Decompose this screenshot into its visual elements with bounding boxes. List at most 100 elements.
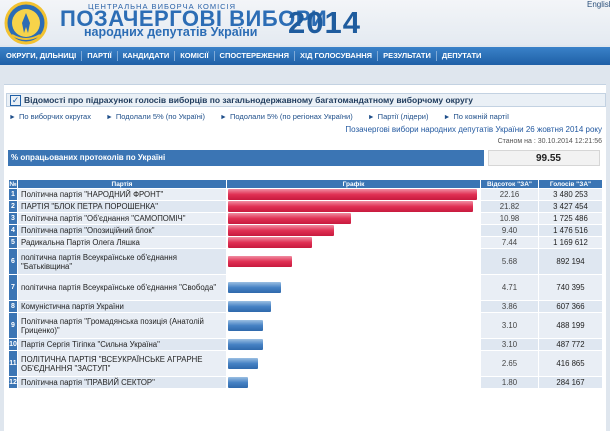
bar-cell [226, 212, 481, 225]
subnav-over-5-regions[interactable]: ► Подолали 5% (по регіонах України) [220, 112, 353, 122]
subnav-label: Подолали 5% (по регіонах України) [229, 112, 353, 121]
party-name: Політична партія "ПРАВИЙ СЕКТОР" [17, 376, 227, 389]
bar-cell [226, 338, 481, 351]
row-number: 1 [8, 188, 18, 201]
col-header-percent: Відсоток "ЗА" [480, 179, 539, 189]
language-link[interactable]: English [587, 0, 610, 9]
party-name: політична партія Всеукраїнське об'єднанн… [17, 248, 227, 275]
percent-value: 3.86 [480, 300, 539, 313]
cvk-label: ЦЕНТРАЛЬНА ВИБОРЧА КОМІСІЯ [88, 2, 237, 11]
table-row[interactable]: 9 Політична партія "Громадянська позиція … [8, 312, 603, 339]
row-number: 3 [8, 212, 18, 225]
processed-value: 99.55 [488, 150, 600, 166]
cvk-emblem-icon[interactable] [2, 1, 50, 45]
percent-value: 22.16 [480, 188, 539, 201]
bar-cell [226, 312, 481, 339]
row-number: 5 [8, 236, 18, 249]
subnav-label: По кожній партії [453, 112, 510, 121]
arrow-icon: ► [9, 114, 16, 121]
nav-item-commissions[interactable]: КОМІСІЇ [175, 51, 215, 61]
votes-value: 416 865 [538, 350, 603, 377]
table-row[interactable]: 1 Політична партія "НАРОДНИЙ ФРОНТ" 22.16 3… [8, 188, 603, 201]
table-row[interactable]: 10 Партія Сергія Тігіпка "Сильна Україна"… [8, 338, 603, 351]
row-number: 12 [8, 376, 18, 389]
party-name: Політична партія "Громадянська позиція (… [17, 312, 227, 339]
page-title: ПОЗАЧЕРГОВІ ВИБОРИ [60, 6, 328, 31]
percent-value: 2.65 [480, 350, 539, 377]
updated-timestamp: Станом на : 30.10.2014 12:21:56 [497, 138, 602, 145]
vote-bar [228, 358, 258, 369]
votes-value: 1 725 486 [538, 212, 603, 225]
nav-item-districts[interactable]: ОКРУГИ, ДІЛЬНИЦІ [0, 51, 83, 61]
nav-item-candidates[interactable]: КАНДИДАТИ [118, 51, 176, 61]
processed-label: % опрацьованих протоколів по Україні [8, 150, 484, 166]
bar-cell [226, 236, 481, 249]
results-table: № Партія Графік Відсоток "ЗА" Голосів "З… [8, 179, 603, 389]
info-bar: ✓ Відомості про підрахунок голосів вибор… [6, 93, 606, 107]
col-header-num: № [8, 179, 18, 189]
nav-item-voting-progress[interactable]: ХІД ГОЛОСУВАННЯ [295, 51, 379, 61]
subnav-party-leaders[interactable]: ► Партії (лідери) [368, 112, 429, 122]
subnav-by-districts[interactable]: ► По виборчих округах [9, 112, 91, 122]
percent-value: 7.44 [480, 236, 539, 249]
percent-value: 10.98 [480, 212, 539, 225]
table-row[interactable]: 12 Політична партія "ПРАВИЙ СЕКТОР" 1.80 28… [8, 376, 603, 389]
election-title: Позачергові вибори народних депутатів Ук… [345, 125, 602, 134]
vote-bar [228, 213, 351, 224]
bar-cell [226, 376, 481, 389]
site-header: ЦЕНТРАЛЬНА ВИБОРЧА КОМІСІЯ ПОЗАЧЕРГОВІ В… [0, 0, 610, 45]
bar-cell [226, 248, 481, 275]
vote-bar [228, 339, 263, 350]
row-number: 10 [8, 338, 18, 351]
bar-cell [226, 300, 481, 313]
bar-cell [226, 200, 481, 213]
percent-value: 5.68 [480, 248, 539, 275]
nav-item-results[interactable]: РЕЗУЛЬТАТИ [378, 51, 437, 61]
vote-bar [228, 377, 248, 388]
vote-bar [228, 189, 477, 200]
arrow-icon: ► [220, 114, 227, 121]
percent-value: 21.82 [480, 200, 539, 213]
party-name: політична партія Всеукраїнське об'єднанн… [17, 274, 227, 301]
table-row[interactable]: 4 Політична партія "Опозиційний блок" 9.40… [8, 224, 603, 237]
table-row[interactable]: 11 ПОЛІТИЧНА ПАРТІЯ "ВСЕУКРАЇНСЬКЕ АГРАРН… [8, 350, 603, 377]
sub-nav: ► По виборчих округах ► Подолали 5% (по Ук… [9, 112, 609, 122]
processed-protocols: % опрацьованих протоколів по Україні 99.… [8, 150, 606, 166]
subnav-each-party[interactable]: ► По кожній партії [443, 112, 509, 122]
col-header-graph: Графік [226, 179, 481, 189]
vote-bar [228, 201, 473, 212]
bar-cell [226, 188, 481, 201]
table-row[interactable]: 3 Політична партія "Об'єднання "САМОПОМІЧ… [8, 212, 603, 225]
nav-item-parties[interactable]: ПАРТІЇ [82, 51, 118, 61]
nav-item-observation[interactable]: СПОСТЕРЕЖЕННЯ [215, 51, 295, 61]
table-row[interactable]: 2 ПАРТІЯ "БЛОК ПЕТРА ПОРОШЕНКА" 21.82 3 427… [8, 200, 603, 213]
percent-value: 9.40 [480, 224, 539, 237]
subnav-label: Партії (лідери) [377, 112, 429, 121]
vote-bar [228, 320, 263, 331]
party-name: Партія Сергія Тігіпка "Сильна Україна" [17, 338, 227, 351]
nav-item-deputies[interactable]: ДЕПУТАТИ [441, 51, 482, 60]
percent-value: 1.80 [480, 376, 539, 389]
table-row[interactable]: 8 Комуністична партія України 3.86 607 366 [8, 300, 603, 313]
vote-bar [228, 256, 292, 267]
checkbox-icon[interactable]: ✓ [10, 94, 21, 106]
subnav-label: Подолали 5% (по Україні) [115, 112, 206, 121]
percent-value: 3.10 [480, 312, 539, 339]
votes-value: 1 169 612 [538, 236, 603, 249]
page-subtitle: народних депутатів України [84, 25, 258, 39]
party-name: ПОЛІТИЧНА ПАРТІЯ "ВСЕУКРАЇНСЬКЕ АГРАРНЕ … [17, 350, 227, 377]
arrow-icon: ► [105, 114, 113, 121]
row-number: 4 [8, 224, 18, 237]
vote-bar [228, 301, 271, 312]
table-row[interactable]: 7 політична партія Всеукраїнське об'єднан… [8, 274, 603, 301]
row-number: 11 [8, 350, 18, 377]
subnav-over-5-ukraine[interactable]: ► Подолали 5% (по Україні) [106, 112, 205, 122]
party-name: Політична партія "Опозиційний блок" [17, 224, 227, 237]
table-row[interactable]: 5 Радикальна Партія Олега Ляшка 7.44 1 169 … [8, 236, 603, 249]
vote-bar [228, 237, 312, 248]
table-row[interactable]: 6 політична партія Всеукраїнське об'єднан… [8, 248, 603, 275]
col-header-votes: Голосів "ЗА" [538, 179, 603, 189]
col-header-party: Партія [17, 179, 227, 189]
row-number: 8 [8, 300, 18, 313]
votes-value: 607 366 [538, 300, 603, 313]
